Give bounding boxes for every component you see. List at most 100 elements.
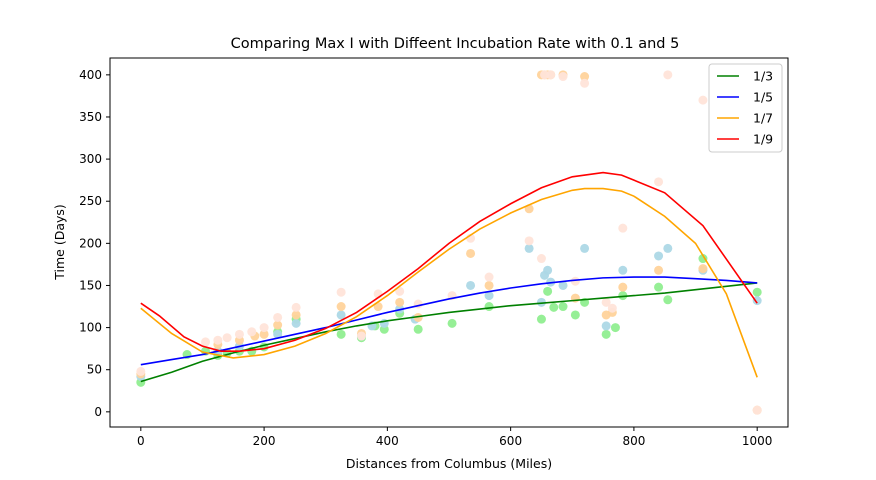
scatter-point-1-7-6 <box>291 310 301 320</box>
x-tick-label: 1000 <box>742 434 773 448</box>
scatter-point-1-9-20 <box>546 70 556 80</box>
y-tick-label: 400 <box>79 68 102 82</box>
scatter-point-1-9-18 <box>536 254 546 264</box>
chart-title: Comparing Max I with Diffeent Incubation… <box>231 36 680 52</box>
y-tick-label: 350 <box>79 110 102 124</box>
scatter-point-1-3-24 <box>601 329 611 339</box>
scatter-point-1-3-25 <box>610 323 620 333</box>
scatter-point-1-7-5 <box>273 320 283 330</box>
scatter-point-1-3-16 <box>447 318 457 328</box>
scatter-point-1-3-10 <box>336 329 346 339</box>
series-line-1-5 <box>140 276 758 366</box>
scatter-point-1-9-0 <box>136 366 146 376</box>
scatter-point-1-9-9 <box>336 287 346 297</box>
scatter-point-1-5-14 <box>536 297 546 307</box>
legend-label-1-5: 1/5 <box>753 90 773 105</box>
y-tick-label: 250 <box>79 194 102 208</box>
scatter-point-1-7-24 <box>618 282 628 292</box>
scatter-point-1-3-30 <box>752 287 762 297</box>
scatter-point-1-7-26 <box>698 264 708 274</box>
scatter-point-1-9-23 <box>580 78 590 88</box>
scatter-point-1-5-3 <box>273 329 283 339</box>
scatter-point-1-5-12 <box>484 291 494 301</box>
y-tick-label: 50 <box>87 363 102 377</box>
x-axis-label: Distances from Columbus (Miles) <box>346 456 552 471</box>
scatter-point-1-9-6 <box>259 323 269 333</box>
legend-label-1-9: 1/9 <box>753 132 773 147</box>
scatter-point-1-7-4 <box>259 329 269 339</box>
y-tick-label: 200 <box>79 236 102 250</box>
y-axis-ticks: 0 50 100 150 200 250 300 350 400 <box>79 68 110 419</box>
scatter-point-1-3-22 <box>570 310 580 320</box>
scatter-point-1-7-12 <box>466 248 476 258</box>
scatter-point-1-7-7 <box>336 302 346 312</box>
y-tick-label: 300 <box>79 152 102 166</box>
scatter-point-1-3-18 <box>536 314 546 324</box>
x-tick-label: 200 <box>253 434 276 448</box>
scatter-point-1-9-16 <box>484 272 494 282</box>
legend-label-1-7: 1/7 <box>753 111 773 126</box>
scatter-point-1-5-4 <box>291 318 301 328</box>
legend: 1/3 1/5 1/7 1/9 <box>708 63 783 153</box>
scatter-point-1-9-22 <box>570 276 580 286</box>
scatter-point-1-5-13 <box>524 243 534 253</box>
series-line-1-9 <box>140 171 758 352</box>
scatter-point-1-9-27 <box>654 177 664 187</box>
x-tick-label: 0 <box>137 434 145 448</box>
y-axis-label: Time (Days) <box>52 204 67 281</box>
scatter-point-1-3-26 <box>618 291 628 301</box>
scatter-point-1-9-12 <box>395 286 405 296</box>
series-line-1-7 <box>140 187 758 378</box>
x-tick-label: 600 <box>499 434 522 448</box>
scatter-point-1-5-20 <box>601 321 611 331</box>
scatter-point-1-5-11 <box>466 280 476 290</box>
scatter-point-1-3-28 <box>663 295 673 305</box>
scatter-point-1-9-10 <box>356 331 366 341</box>
scatter-point-1-9-28 <box>663 70 673 80</box>
scatter-point-1-5-21 <box>618 265 628 275</box>
y-tick-label: 100 <box>79 321 102 335</box>
legend-label-1-3: 1/3 <box>753 69 773 84</box>
scatter-point-1-3-21 <box>558 302 568 312</box>
scatter-point-1-3-17 <box>484 302 494 312</box>
scatter-point-1-7-10 <box>395 297 405 307</box>
plot-frame <box>109 57 789 428</box>
scatter-point-1-5-25 <box>752 296 762 306</box>
legend-box <box>708 63 783 153</box>
scatter-point-1-9-26 <box>618 223 628 233</box>
scatter-point-1-7-21 <box>580 72 590 82</box>
scatter-point-1-9-2 <box>213 335 223 345</box>
x-tick-label: 400 <box>376 434 399 448</box>
scatter-point-1-5-5 <box>336 310 346 320</box>
y-tick-label: 150 <box>79 278 102 292</box>
scatter-point-1-3-19 <box>543 286 553 296</box>
scatter-point-1-9-21 <box>558 72 568 82</box>
scatter-point-1-9-1 <box>201 337 211 347</box>
scatter-point-1-3-20 <box>549 302 559 312</box>
scatter-point-1-9-4 <box>234 329 244 339</box>
scatter-point-1-9-7 <box>273 312 283 322</box>
scatter-point-1-9-17 <box>524 236 534 246</box>
scatter-point-1-9-3 <box>222 333 232 343</box>
scatter-point-1-9-25 <box>607 303 617 313</box>
scatter-point-1-9-29 <box>698 95 708 105</box>
scatter-point-1-3-27 <box>654 282 664 292</box>
scatter-point-1-9-30 <box>752 405 762 415</box>
plot-area <box>136 70 762 415</box>
y-tick-label: 0 <box>94 405 102 419</box>
scatter-point-1-7-25 <box>654 265 664 275</box>
scatter-point-1-9-19 <box>540 70 550 80</box>
scatter-point-1-5-19 <box>580 243 590 253</box>
scatter-point-1-7-13 <box>484 280 494 290</box>
scatter-point-1-5-22 <box>654 251 664 261</box>
scatter-point-1-3-15 <box>413 324 423 334</box>
scatter-point-1-5-23 <box>663 243 673 253</box>
scatter-point-1-9-5 <box>247 327 257 337</box>
scatter-point-1-9-8 <box>291 302 301 312</box>
scatter-point-1-5-18 <box>558 280 568 290</box>
x-tick-label: 800 <box>622 434 645 448</box>
scatter-point-1-9-24 <box>601 297 611 307</box>
scatter-point-1-5-16 <box>543 265 553 275</box>
x-axis-ticks: 0 200 400 600 800 1000 <box>137 427 772 448</box>
